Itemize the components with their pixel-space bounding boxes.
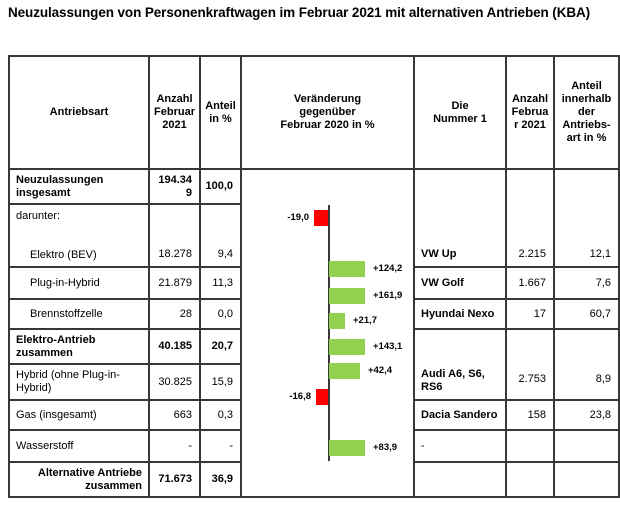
col-header-anzahl-februar-2021: Anzahl Februar 2021 bbox=[150, 57, 201, 170]
page-title: Neuzulassungen von Personenkraftwagen im… bbox=[8, 5, 591, 20]
cell-anzahl-brennstoffzelle: 28 bbox=[150, 300, 201, 330]
bar-positive bbox=[329, 261, 365, 277]
bar-value-label: +42,4 bbox=[368, 365, 393, 376]
bar-positive bbox=[329, 313, 345, 329]
bar-positive bbox=[329, 339, 365, 355]
cell-label-wasserstoff: Wasserstoff bbox=[10, 431, 150, 463]
col-header-anteil: Anteil in % bbox=[201, 57, 242, 170]
cell-model-anteil-gas: 23,8 bbox=[555, 401, 620, 431]
cell-model-anzahl-gas: 158 bbox=[507, 401, 555, 431]
cell-anzahl-gas: 663 bbox=[150, 401, 201, 431]
col-header-anzahl-februar-2021-right: Anzahl Februar 2021 bbox=[507, 57, 555, 170]
cell-label-plugin-hybrid: Plug-in-Hybrid bbox=[10, 268, 150, 300]
cell-label-insgesamt: Neuzulassungen insgesamt bbox=[10, 170, 150, 205]
cell-label-gas: Gas (insgesamt) bbox=[10, 401, 150, 431]
cell-label-elektro-zusammen: Elektro-Antrieb zusammen bbox=[10, 330, 150, 365]
cell-anteil-brennstoffzelle: 0,0 bbox=[201, 300, 242, 330]
cell-model-elektro-bev: VW Up bbox=[415, 170, 507, 268]
cell-model-anzahl-plugin-hybrid: 1.667 bbox=[507, 268, 555, 300]
cell-model-plugin-hybrid: VW Golf bbox=[415, 268, 507, 300]
cell-model-anteil-elektro-bev: 12,1 bbox=[555, 170, 620, 268]
cell-anteil-elektro-zusammen: 20,7 bbox=[201, 330, 242, 365]
cell-model-empty bbox=[415, 463, 507, 498]
bar-value-label: +21,7 bbox=[353, 315, 378, 326]
chart-axis-line bbox=[328, 205, 330, 461]
col-header-veraenderung: Veränderung gegenüber Februar 2020 in % bbox=[242, 57, 415, 170]
cell-label-darunter-elektro-bev: darunter: Elektro (BEV) bbox=[10, 205, 150, 268]
cell-anzahl-plugin-hybrid: 21.879 bbox=[150, 268, 201, 300]
cell-anteil-insgesamt: 100,0 bbox=[201, 170, 242, 205]
darunter-label: darunter: bbox=[16, 210, 61, 222]
cell-model-hybrid: Audi A6, S6, RS6 bbox=[415, 330, 507, 401]
cell-anzahl-hybrid: 30.825 bbox=[150, 365, 201, 401]
cell-model-wasserstoff: - bbox=[415, 431, 507, 463]
change-bar-chart: -19,0 +124,2 +161,9 +21,7 +143,1 +42,4 -16,8 +8… bbox=[242, 170, 415, 498]
col-header-anteil-innerhalb: Anteil innerhalb der Antriebs- art in % bbox=[555, 57, 620, 170]
cell-anteil-hybrid: 15,9 bbox=[201, 365, 242, 401]
cell-model-anteil-plugin-hybrid: 7,6 bbox=[555, 268, 620, 300]
bar-value-label: -19,0 bbox=[287, 212, 309, 223]
bar-positive bbox=[329, 440, 365, 456]
bar-positive bbox=[329, 363, 360, 379]
bar-value-label: +124,2 bbox=[373, 263, 403, 274]
cell-model-anzahl-brennstoffzelle: 17 bbox=[507, 300, 555, 330]
bar-value-label: -16,8 bbox=[289, 391, 311, 402]
cell-model-anteil-brennstoffzelle: 60,7 bbox=[555, 300, 620, 330]
col-header-die-nummer-1: Die Nummer 1 bbox=[415, 57, 507, 170]
cell-anteil-alternative-zusammen: 36,9 bbox=[201, 463, 242, 498]
cell-anzahl-wasserstoff: - bbox=[150, 431, 201, 463]
cell-anzahl-elektro-zusammen: 40.185 bbox=[150, 330, 201, 365]
cell-label-hybrid: Hybrid (ohne Plug-in-Hybrid) bbox=[10, 365, 150, 401]
cell-anzahl-insgesamt: 194.349 bbox=[150, 170, 201, 205]
bar-value-label: +83,9 bbox=[373, 442, 398, 453]
cell-anteil-plugin-hybrid: 11,3 bbox=[201, 268, 242, 300]
bar-value-label: +143,1 bbox=[373, 341, 403, 352]
bar-positive bbox=[329, 288, 365, 304]
cell-model-anzahl-wasserstoff bbox=[507, 431, 555, 463]
cell-model-brennstoffzelle: Hyundai Nexo bbox=[415, 300, 507, 330]
bar-negative bbox=[314, 210, 328, 226]
bar-negative bbox=[316, 389, 328, 405]
registrations-table: Antriebsart Anzahl Februar 2021 Anteil i… bbox=[8, 55, 620, 498]
cell-label-brennstoffzelle: Brennstoffzelle bbox=[10, 300, 150, 330]
cell-model-anzahl-empty bbox=[507, 463, 555, 498]
cell-anzahl-elektro-bev: 18.278 bbox=[150, 205, 201, 268]
cell-model-anteil-wasserstoff bbox=[555, 431, 620, 463]
cell-anteil-wasserstoff: - bbox=[201, 431, 242, 463]
cell-model-anteil-hybrid: 8,9 bbox=[555, 330, 620, 401]
cell-anteil-elektro-bev: 9,4 bbox=[201, 205, 242, 268]
cell-label-alternative-zusammen: Alternative Antriebe zusammen bbox=[10, 463, 150, 498]
cell-anzahl-alternative-zusammen: 71.673 bbox=[150, 463, 201, 498]
bar-value-label: +161,9 bbox=[373, 290, 403, 301]
elektro-bev-label: Elektro (BEV) bbox=[30, 249, 97, 261]
cell-model-anzahl-elektro-bev: 2.215 bbox=[507, 170, 555, 268]
cell-model-anzahl-hybrid: 2.753 bbox=[507, 330, 555, 401]
cell-anteil-gas: 0,3 bbox=[201, 401, 242, 431]
col-header-antriebsart: Antriebsart bbox=[10, 57, 150, 170]
cell-model-gas: Dacia Sandero bbox=[415, 401, 507, 431]
cell-model-anteil-empty bbox=[555, 463, 620, 498]
